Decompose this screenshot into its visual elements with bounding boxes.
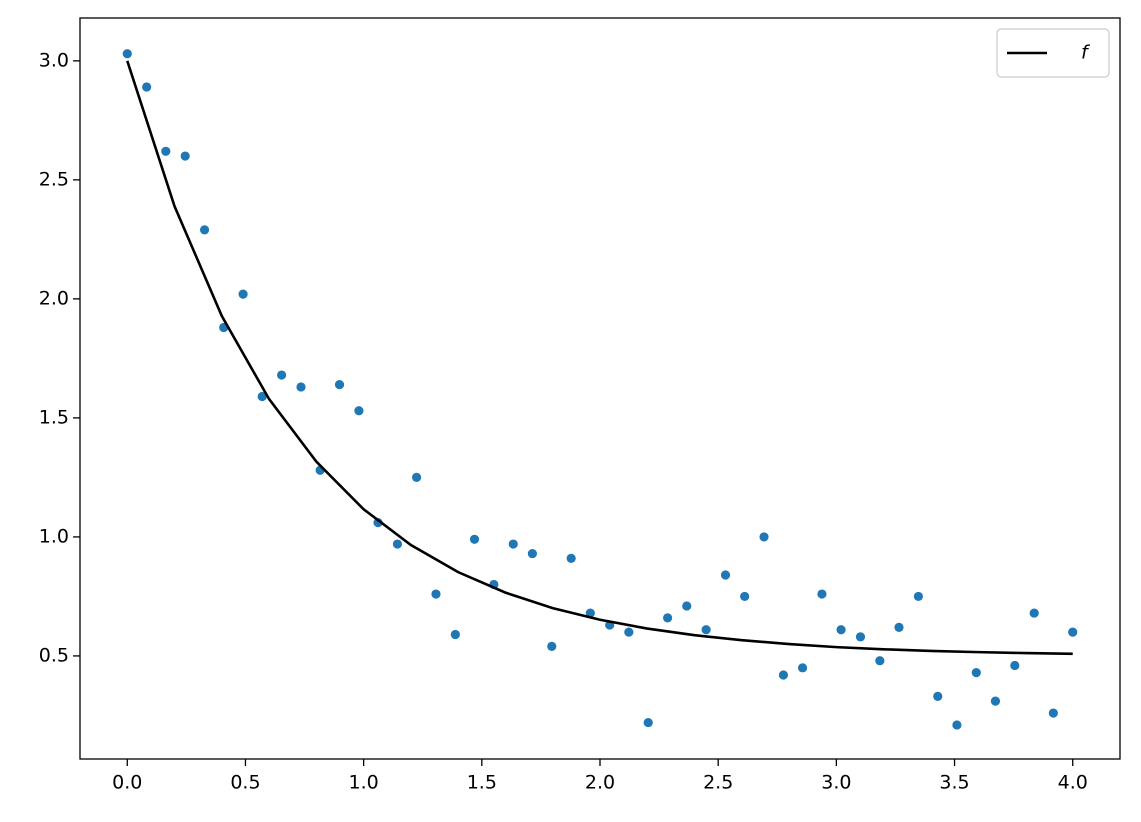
scatter-point — [701, 625, 711, 635]
scatter-point — [855, 632, 866, 642]
scatter-point — [913, 591, 923, 602]
scatter-point — [643, 717, 653, 728]
scatter-point — [296, 382, 306, 392]
scatter-point — [585, 608, 595, 618]
scatter-point — [161, 146, 171, 156]
scatter-point — [682, 601, 692, 611]
scatter-point — [875, 656, 885, 666]
scatter-point — [392, 539, 403, 549]
scatter-point — [663, 613, 673, 623]
x-tick-label: 2.5 — [703, 772, 733, 794]
scatter-point — [277, 370, 287, 380]
scatter-point — [508, 539, 518, 549]
x-tick-label: 2.0 — [585, 772, 615, 794]
legend-box — [996, 28, 1110, 78]
scatter-point — [1010, 660, 1020, 671]
line — [126, 60, 1073, 656]
y-tick-label: 2.0 — [39, 287, 69, 309]
scatter-point — [238, 289, 248, 299]
scatter-point — [431, 589, 441, 599]
scatter-point — [566, 553, 576, 563]
x-tick-label: 1.5 — [467, 772, 497, 794]
scatter-point — [1048, 708, 1058, 718]
scatter-point — [952, 720, 962, 730]
scatter-point — [990, 696, 1001, 706]
x-tick-label: 0.0 — [112, 772, 142, 794]
scatter-point — [1029, 608, 1039, 618]
x-tick-label: 3.5 — [939, 772, 969, 794]
plot-frame — [79, 17, 1121, 760]
scatter-point — [527, 548, 538, 559]
scatter-point — [836, 625, 846, 635]
scatter-point — [778, 670, 789, 680]
scatter-point — [122, 49, 132, 59]
scatter-point — [257, 391, 267, 402]
scatter-point — [199, 225, 210, 235]
x-tick-label: 3.0 — [821, 772, 851, 794]
scatter-point — [797, 663, 808, 673]
scatter-point — [624, 627, 634, 637]
scatter-point — [354, 406, 364, 416]
scatter-point — [411, 472, 422, 483]
scatter-point — [933, 691, 943, 701]
scatter-point — [334, 379, 345, 390]
scatter-point — [1068, 627, 1078, 637]
scatter-point — [450, 629, 460, 640]
scatter-point — [469, 534, 480, 544]
y-tick-label: 3.0 — [39, 49, 69, 71]
scatter-point — [720, 570, 731, 580]
x-tick-label: 4.0 — [1058, 772, 1088, 794]
x-tick-label: 0.5 — [230, 772, 260, 794]
y-tick-label: 1.5 — [39, 406, 69, 428]
scatter-point — [894, 622, 904, 632]
y-tick-label: 2.5 — [39, 168, 69, 190]
x-tick-label: 1.0 — [349, 772, 379, 794]
legend-label: f — [1081, 42, 1091, 64]
scatter-point — [180, 151, 190, 161]
scatter-point — [547, 641, 557, 652]
scatter-point — [817, 589, 827, 599]
scatter-point — [142, 82, 152, 92]
scatter-point — [971, 667, 981, 678]
y-tick-label: 1.0 — [39, 525, 69, 547]
y-tick-label: 0.5 — [39, 644, 69, 666]
scatter-point — [759, 532, 769, 542]
scatter-point — [740, 591, 750, 602]
